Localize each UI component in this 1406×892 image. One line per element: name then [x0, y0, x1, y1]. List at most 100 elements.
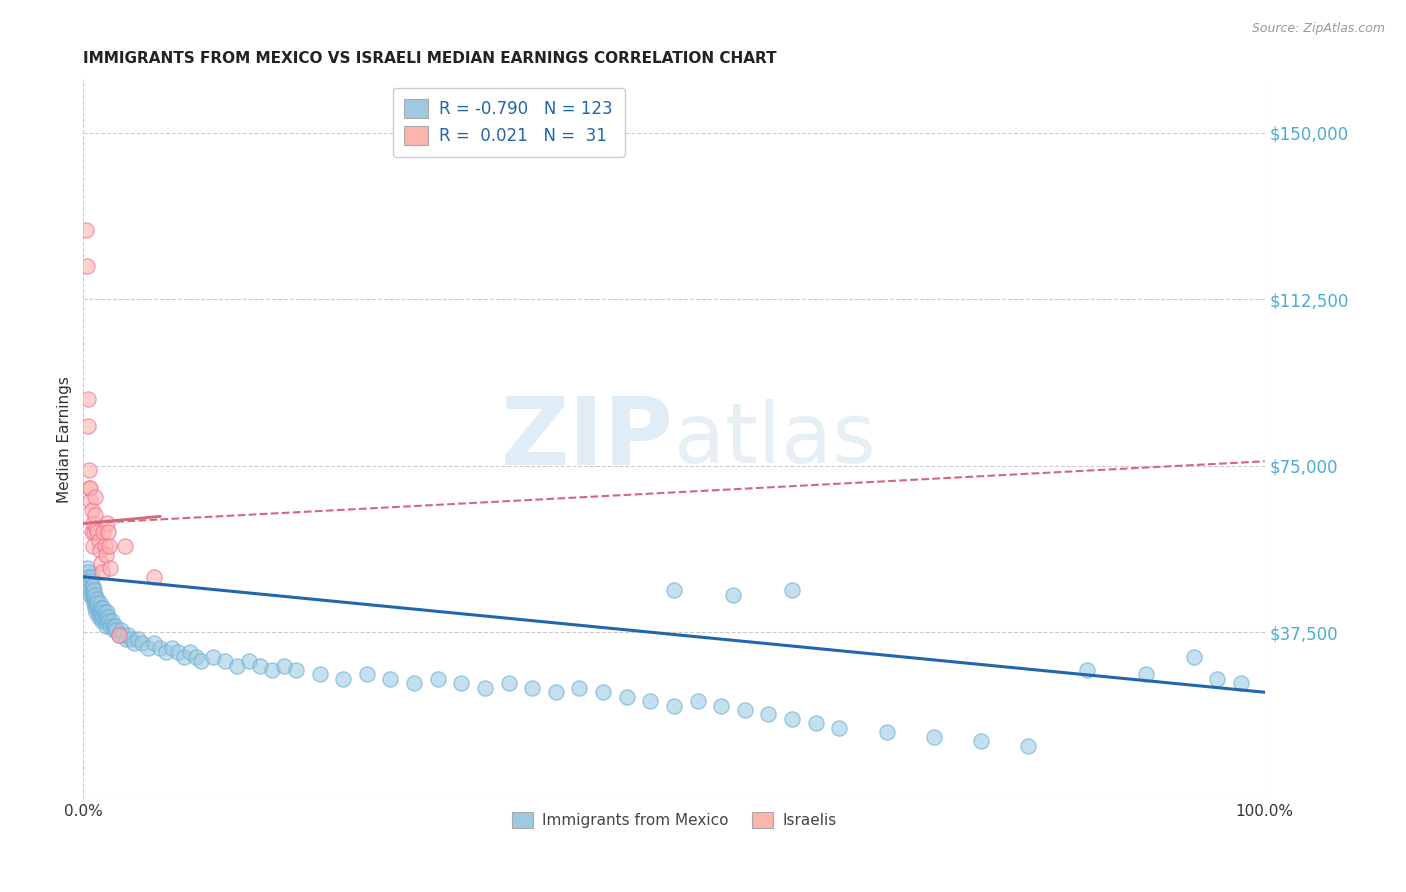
Point — [100, 614, 122, 628]
Point — [76, 561, 98, 575]
Point — [87, 605, 110, 619]
Point — [86, 596, 108, 610]
Point — [77, 583, 100, 598]
Text: atlas: atlas — [673, 399, 876, 480]
Point — [214, 654, 236, 668]
Point — [273, 658, 295, 673]
Point — [91, 566, 114, 580]
Point — [90, 557, 112, 571]
Point — [112, 627, 135, 641]
Point — [77, 481, 100, 495]
Point — [640, 694, 662, 708]
Point — [1076, 663, 1098, 677]
Point — [82, 516, 104, 531]
Point — [82, 539, 104, 553]
Point — [184, 649, 207, 664]
Point — [86, 525, 108, 540]
Point — [91, 614, 114, 628]
Point — [616, 690, 638, 704]
Point — [103, 623, 125, 637]
Point — [758, 707, 780, 722]
Point — [79, 588, 101, 602]
Text: IMMIGRANTS FROM MEXICO VS ISRAELI MEDIAN EARNINGS CORRELATION CHART: IMMIGRANTS FROM MEXICO VS ISRAELI MEDIAN… — [83, 51, 778, 66]
Point — [238, 654, 260, 668]
Point — [84, 600, 107, 615]
Point — [804, 716, 827, 731]
Point — [107, 627, 129, 641]
Point — [122, 636, 145, 650]
Point — [94, 548, 117, 562]
Point — [662, 583, 685, 598]
Point — [77, 418, 100, 433]
Point — [970, 734, 993, 748]
Point — [101, 618, 124, 632]
Point — [498, 676, 520, 690]
Point — [91, 605, 114, 619]
Point — [332, 672, 354, 686]
Point — [127, 632, 149, 646]
Point — [149, 640, 172, 655]
Point — [97, 525, 120, 540]
Point — [721, 588, 744, 602]
Point — [568, 681, 591, 695]
Point — [75, 570, 97, 584]
Point — [105, 623, 128, 637]
Point — [76, 259, 98, 273]
Point — [249, 658, 271, 673]
Point — [80, 579, 103, 593]
Point — [86, 600, 108, 615]
Point — [104, 618, 127, 632]
Point — [83, 596, 105, 610]
Point — [160, 640, 183, 655]
Point — [93, 614, 115, 628]
Point — [79, 481, 101, 495]
Point — [166, 645, 188, 659]
Point — [780, 712, 803, 726]
Point — [120, 632, 142, 646]
Point — [80, 588, 103, 602]
Point — [876, 725, 898, 739]
Point — [828, 721, 851, 735]
Point — [98, 539, 121, 553]
Point — [87, 534, 110, 549]
Point — [86, 591, 108, 606]
Point — [93, 600, 115, 615]
Point — [77, 570, 100, 584]
Point — [93, 525, 115, 540]
Point — [131, 636, 153, 650]
Point — [89, 605, 111, 619]
Point — [262, 663, 284, 677]
Point — [84, 521, 107, 535]
Point — [84, 591, 107, 606]
Point — [1230, 676, 1253, 690]
Point — [82, 591, 104, 606]
Point — [83, 525, 105, 540]
Point — [77, 579, 100, 593]
Point — [202, 649, 225, 664]
Point — [80, 525, 103, 540]
Point — [77, 463, 100, 477]
Point — [96, 614, 118, 628]
Text: Source: ZipAtlas.com: Source: ZipAtlas.com — [1251, 22, 1385, 36]
Point — [89, 543, 111, 558]
Point — [100, 618, 122, 632]
Point — [84, 605, 107, 619]
Point — [522, 681, 544, 695]
Point — [356, 667, 378, 681]
Point — [97, 609, 120, 624]
Point — [1135, 667, 1157, 681]
Point — [426, 672, 449, 686]
Point — [474, 681, 496, 695]
Point — [100, 561, 122, 575]
Point — [77, 566, 100, 580]
Point — [96, 605, 118, 619]
Point — [83, 588, 105, 602]
Point — [402, 676, 425, 690]
Point — [190, 654, 212, 668]
Point — [80, 503, 103, 517]
Point — [662, 698, 685, 713]
Point — [93, 605, 115, 619]
Legend: Immigrants from Mexico, Israelis: Immigrants from Mexico, Israelis — [505, 805, 842, 834]
Point — [592, 685, 614, 699]
Point — [1182, 649, 1205, 664]
